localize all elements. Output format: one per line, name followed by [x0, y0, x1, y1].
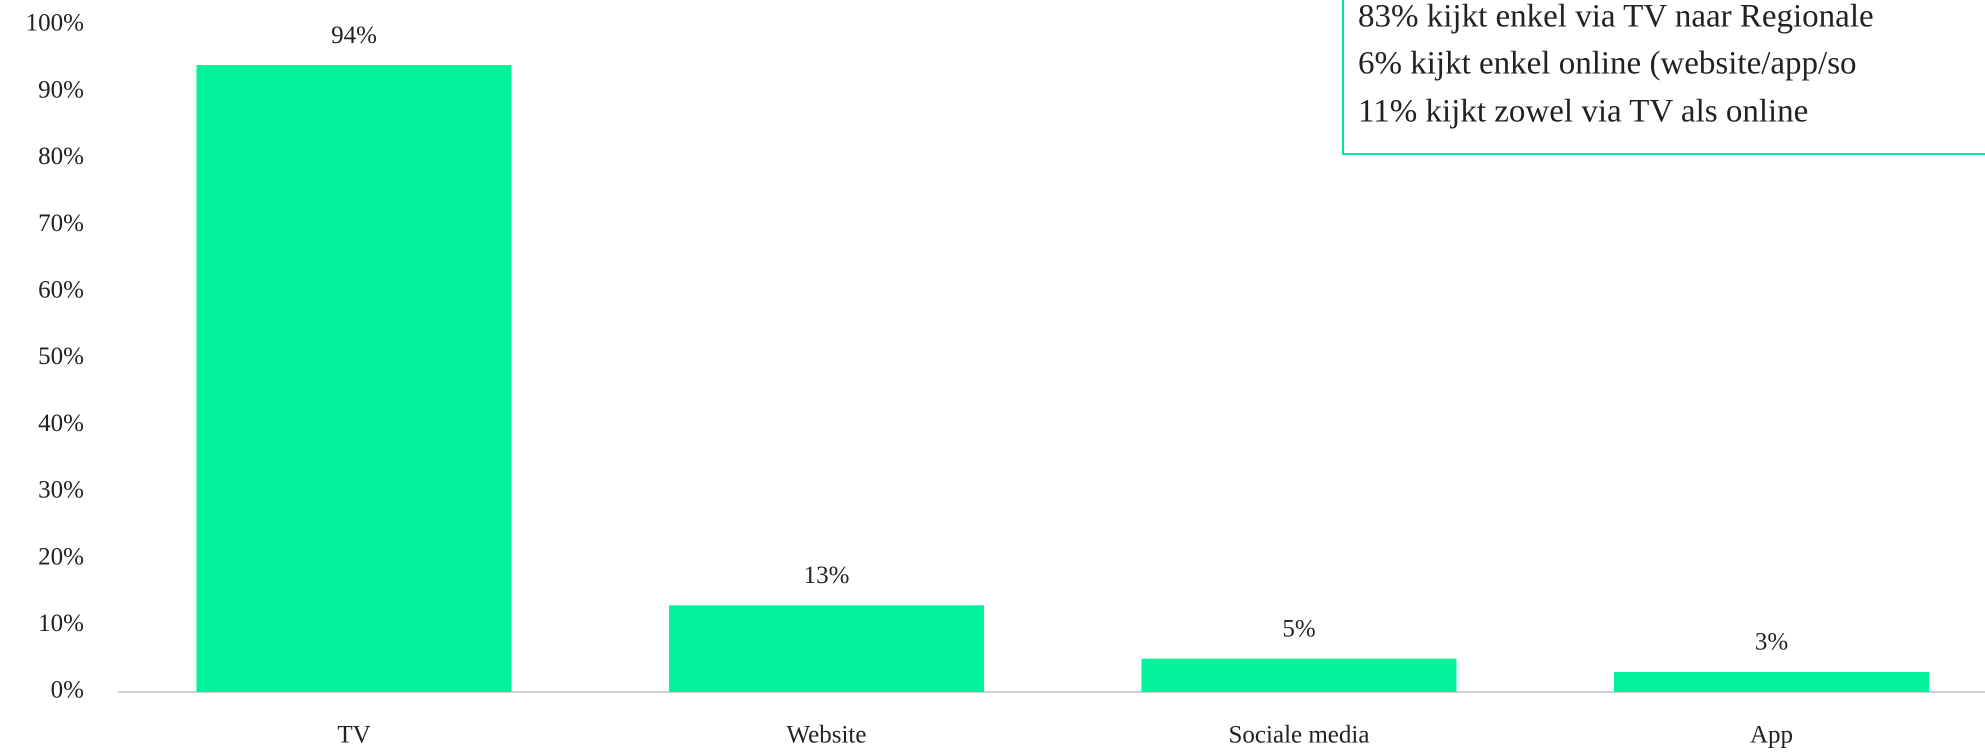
- value-label: 94%: [331, 22, 377, 49]
- x-tick-label: TV: [337, 722, 370, 749]
- annotation: 6% kijkt enkel online (website/app/so: [1358, 46, 1857, 82]
- x-tick-label: Sociale media: [1229, 722, 1370, 749]
- bar: [669, 605, 984, 692]
- bar: [1614, 671, 1929, 692]
- y-tick-label: 60%: [38, 277, 84, 304]
- value-label: 13%: [804, 562, 850, 589]
- y-tick-label: 100%: [26, 10, 84, 37]
- x-tick-label: Website: [787, 722, 867, 749]
- annotation: 11% kijkt zowel via TV als online: [1358, 94, 1808, 130]
- annotation: 83% kijkt enkel via TV naar Regionale: [1358, 0, 1874, 35]
- bar: [196, 65, 512, 692]
- y-tick-label: 0%: [51, 677, 84, 704]
- y-tick-label: 10%: [38, 610, 84, 637]
- y-tick-label: 20%: [38, 543, 84, 570]
- y-tick-label: 30%: [38, 477, 84, 504]
- value-label: 3%: [1755, 629, 1788, 656]
- bar: [1141, 658, 1457, 692]
- x-tick-label: App: [1750, 722, 1793, 749]
- annotation-box: [1342, 0, 1985, 155]
- value-label: 5%: [1282, 615, 1315, 642]
- y-tick-label: 50%: [38, 343, 84, 370]
- y-tick-label: 40%: [38, 410, 84, 437]
- y-tick-label: 70%: [38, 210, 84, 237]
- y-tick-label: 90%: [38, 76, 84, 103]
- y-tick-label: 80%: [38, 143, 84, 170]
